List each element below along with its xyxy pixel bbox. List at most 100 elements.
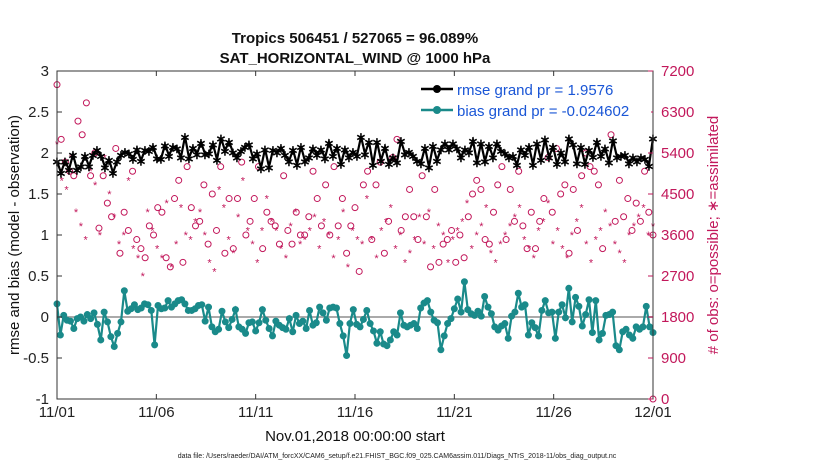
assimilated-obs-marker: * bbox=[360, 239, 365, 251]
bias-point bbox=[575, 302, 583, 310]
assimilated-obs-marker: * bbox=[560, 244, 565, 256]
bias-point bbox=[147, 306, 155, 314]
rmse-point: ∗ bbox=[144, 144, 155, 159]
rmse-point: ∗ bbox=[288, 143, 299, 158]
rmse-point: ∗ bbox=[524, 139, 535, 154]
assimilated-obs-marker: * bbox=[355, 235, 360, 247]
assimilated-obs-marker: * bbox=[227, 235, 232, 247]
possible-obs-marker bbox=[557, 190, 565, 198]
bias-point bbox=[386, 336, 394, 344]
assimilated-obs-marker: * bbox=[498, 239, 503, 251]
legend-bias-marker bbox=[433, 106, 441, 114]
assimilated-obs-marker: * bbox=[403, 257, 408, 269]
bias-point bbox=[437, 346, 445, 354]
rmse-point: ∗ bbox=[340, 142, 351, 157]
bias-point bbox=[561, 314, 569, 322]
bias-point bbox=[417, 304, 425, 312]
possible-obs-marker bbox=[410, 213, 418, 221]
bias-point bbox=[255, 319, 263, 327]
rmse-point: ∗ bbox=[552, 157, 563, 172]
possible-obs-marker bbox=[129, 167, 137, 175]
rmse-point: ∗ bbox=[408, 148, 419, 163]
assimilated-obs-marker: * bbox=[412, 235, 417, 247]
assimilated-obs-marker: * bbox=[641, 203, 646, 215]
legend-bias-label: bias grand pr = -0.024602 bbox=[457, 103, 629, 120]
possible-obs-marker bbox=[326, 231, 334, 239]
bias-point bbox=[248, 318, 256, 326]
rmse-point: ∗ bbox=[608, 133, 619, 148]
assimilated-obs-marker: * bbox=[489, 248, 494, 260]
bias-point bbox=[531, 324, 539, 332]
possible-obs-marker bbox=[586, 163, 594, 171]
possible-obs-marker bbox=[124, 226, 132, 234]
y-tick-label: 1.5 bbox=[28, 186, 49, 203]
rmse-point: ∗ bbox=[192, 147, 203, 162]
possible-obs-marker bbox=[506, 185, 514, 193]
y-tick-label: 1 bbox=[41, 227, 49, 244]
bias-point bbox=[622, 325, 630, 333]
assimilated-obs-marker: * bbox=[470, 244, 475, 256]
bias-point bbox=[289, 328, 297, 336]
rmse-point: ∗ bbox=[324, 135, 335, 150]
rmse-point: ∗ bbox=[432, 153, 443, 168]
rmse-point: ∗ bbox=[464, 145, 475, 160]
rmse-point: ∗ bbox=[528, 157, 539, 172]
bias-point bbox=[578, 322, 586, 330]
rmse-point: ∗ bbox=[152, 151, 163, 166]
possible-obs-marker bbox=[615, 176, 623, 184]
rmse-point: ∗ bbox=[508, 148, 519, 163]
assimilated-obs-marker: * bbox=[231, 248, 236, 260]
possible-obs-marker bbox=[389, 154, 397, 162]
assimilated-obs-marker: * bbox=[331, 253, 336, 265]
bias-point bbox=[383, 342, 391, 350]
assimilated-obs-marker: * bbox=[494, 257, 499, 269]
rmse-point: ∗ bbox=[520, 148, 531, 163]
bias-point bbox=[565, 284, 573, 292]
rmse-point: ∗ bbox=[492, 136, 503, 151]
rmse-series-line bbox=[55, 135, 655, 177]
y-tick-label: 2.5 bbox=[28, 104, 49, 121]
bias-point bbox=[87, 315, 95, 323]
rmse-point: ∗ bbox=[148, 139, 159, 154]
bias-point bbox=[413, 324, 421, 332]
bias-point bbox=[144, 301, 152, 309]
assimilated-obs-marker: * bbox=[460, 216, 465, 228]
rmse-point: ∗ bbox=[328, 148, 339, 163]
rmse-point: ∗ bbox=[92, 143, 103, 158]
rmse-point: ∗ bbox=[348, 144, 359, 159]
assimilated-obs-marker: * bbox=[522, 235, 527, 247]
bias-point bbox=[541, 297, 549, 305]
assimilated-obs-marker: * bbox=[379, 225, 384, 237]
bias-point bbox=[225, 324, 233, 332]
data-file-footer: data file: /Users/raeder/DAI/ATM_forcXX/… bbox=[178, 453, 617, 460]
assimilated-obs-marker: * bbox=[274, 225, 279, 237]
bias-point bbox=[427, 308, 435, 316]
bias-point bbox=[100, 308, 108, 316]
possible-obs-marker bbox=[275, 240, 283, 248]
bias-point bbox=[332, 304, 340, 312]
possible-obs-marker bbox=[607, 131, 615, 139]
assimilated-obs-marker: * bbox=[374, 253, 379, 265]
assimilated-obs-marker: * bbox=[532, 253, 537, 265]
bias-point bbox=[258, 306, 266, 314]
right-tick-label: 7200 bbox=[661, 63, 694, 80]
rmse-point: ∗ bbox=[244, 137, 255, 152]
assimilated-obs-marker: * bbox=[555, 225, 560, 237]
bias-point bbox=[70, 324, 78, 332]
assimilated-obs-marker: * bbox=[427, 207, 432, 219]
rmse-point: ∗ bbox=[112, 154, 123, 169]
possible-obs-marker bbox=[330, 163, 338, 171]
assimilated-obs-marker: * bbox=[284, 253, 289, 265]
rmse-point: ∗ bbox=[556, 145, 567, 160]
possible-obs-marker bbox=[204, 240, 212, 248]
possible-obs-marker bbox=[494, 181, 502, 189]
assimilated-obs-marker: * bbox=[155, 244, 160, 256]
assimilated-obs-marker: * bbox=[570, 230, 575, 242]
bias-point bbox=[60, 311, 68, 319]
assimilated-obs-marker: * bbox=[346, 262, 351, 274]
assimilated-obs-marker: * bbox=[327, 230, 332, 242]
right-tick-label: 6300 bbox=[661, 104, 694, 121]
possible-obs-marker bbox=[87, 172, 95, 180]
assimilated-obs-marker: * bbox=[64, 184, 69, 196]
assimilated-obs-marker: * bbox=[393, 244, 398, 256]
